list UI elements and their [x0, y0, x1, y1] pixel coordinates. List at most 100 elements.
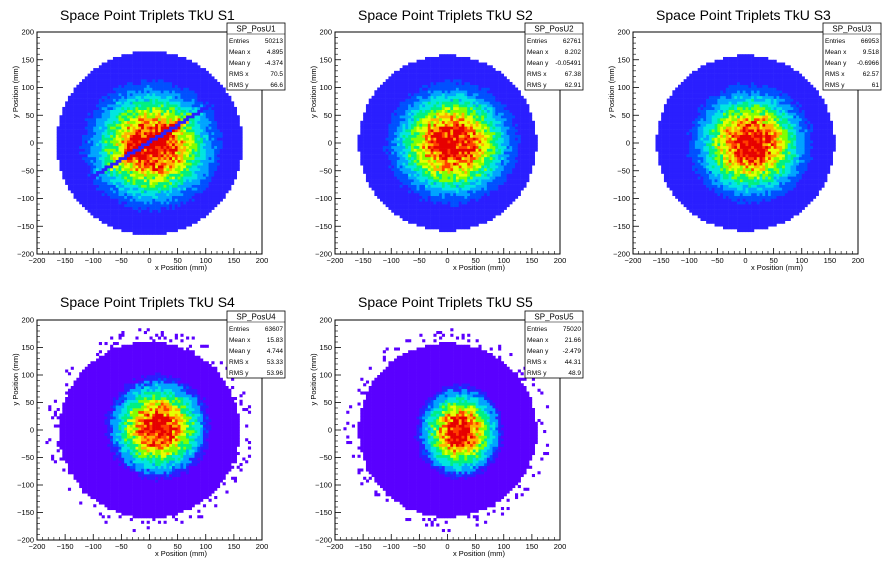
heatmap-cell: [178, 157, 181, 160]
heatmap-cell: [422, 90, 425, 93]
heatmap-cell: [383, 124, 386, 127]
heatmap-cell: [144, 140, 147, 143]
heatmap-cell: [172, 54, 175, 57]
heatmap-cell: [105, 185, 108, 188]
heatmap-cell: [419, 185, 422, 188]
heatmap-cell: [400, 154, 403, 157]
heatmap-cell: [200, 187, 203, 190]
heatmap-cell: [405, 199, 408, 202]
heatmap-cell: [419, 65, 422, 68]
heatmap-cell: [405, 165, 408, 168]
heatmap-cell: [417, 76, 420, 79]
heatmap-cell: [90, 99, 93, 102]
y-tick-label: −50: [21, 166, 34, 175]
heatmap-cell: [130, 226, 133, 229]
heatmap-cell: [377, 143, 380, 146]
heatmap-cell: [130, 140, 133, 143]
heatmap-cell: [408, 104, 411, 107]
heatmap-cell: [166, 118, 169, 121]
heatmap-cell: [135, 168, 138, 171]
heatmap-cell: [403, 190, 406, 193]
heatmap-cell: [195, 182, 198, 185]
heatmap-cell: [237, 146, 240, 149]
heatmap-cell: [150, 60, 153, 63]
heatmap-cell: [88, 137, 91, 140]
heatmap-cell: [431, 223, 434, 226]
heatmap-cell: [88, 96, 91, 99]
heatmap-cell: [88, 193, 91, 196]
heatmap-cell: [113, 182, 116, 185]
heatmap-cell: [135, 112, 138, 115]
heatmap-cell: [419, 160, 422, 163]
heatmap-cell: [417, 112, 420, 115]
heatmap-cell: [110, 118, 113, 121]
heatmap-cell: [234, 165, 237, 168]
heatmap-cell: [403, 154, 406, 157]
heatmap-cell: [189, 212, 192, 215]
heatmap-cell: [374, 193, 377, 196]
heatmap-cell: [141, 137, 144, 140]
heatmap-cell: [88, 93, 91, 96]
heatmap-cell: [400, 174, 403, 177]
heatmap-cell: [417, 179, 420, 182]
heatmap-cell: [152, 229, 155, 232]
heatmap-cell: [85, 137, 88, 140]
heatmap-cell: [197, 124, 200, 127]
heatmap-cell: [374, 126, 377, 129]
heatmap-cell: [141, 212, 144, 215]
heatmap-cell: [107, 201, 110, 204]
heatmap-cell: [425, 82, 428, 85]
heatmap-cell: [439, 79, 442, 82]
heatmap-cell: [127, 135, 130, 138]
heatmap-cell: [158, 88, 161, 91]
heatmap-cell: [391, 110, 394, 113]
heatmap-cell: [234, 135, 237, 138]
heatmap-cell: [57, 137, 60, 140]
heatmap-cell: [183, 85, 186, 88]
heatmap-cell: [180, 165, 183, 168]
heatmap-cell: [110, 154, 113, 157]
heatmap-cell: [217, 140, 220, 143]
heatmap-cell: [96, 110, 99, 113]
heatmap-cell: [82, 135, 85, 138]
heatmap-cell: [158, 201, 161, 204]
heatmap-cell: [178, 140, 181, 143]
heatmap-cell: [439, 104, 442, 107]
heatmap-cell: [428, 132, 431, 135]
heatmap-cell: [428, 93, 431, 96]
heatmap-cell: [150, 57, 153, 60]
heatmap-cell: [71, 171, 74, 174]
heatmap-cell: [377, 137, 380, 140]
heatmap-cell: [197, 90, 200, 93]
heatmap-cell: [189, 112, 192, 115]
heatmap-cell: [436, 110, 439, 113]
heatmap-cell: [414, 185, 417, 188]
heatmap-cell: [411, 157, 414, 160]
heatmap-cell: [175, 201, 178, 204]
heatmap-cell: [408, 76, 411, 79]
heatmap-cell: [105, 207, 108, 210]
heatmap-cell: [403, 132, 406, 135]
heatmap-cell: [195, 99, 198, 102]
heatmap-cell: [96, 207, 99, 210]
heatmap-cell: [431, 218, 434, 221]
heatmap-cell: [431, 140, 434, 143]
x-tick-label: 150: [228, 256, 241, 265]
heatmap-cell: [135, 171, 138, 174]
heatmap-cell: [408, 168, 411, 171]
heatmap-cell: [369, 157, 372, 160]
heatmap-cell: [127, 199, 130, 202]
heatmap-cell: [141, 218, 144, 221]
heatmap-cell: [169, 90, 172, 93]
heatmap-cell: [127, 210, 130, 213]
heatmap-cell: [209, 146, 212, 149]
heatmap-cell: [138, 162, 141, 165]
heatmap-cell: [192, 96, 195, 99]
heatmap-cell: [422, 201, 425, 204]
heatmap-cell: [197, 74, 200, 77]
heatmap-cell: [192, 82, 195, 85]
heatmap-cell: [183, 185, 186, 188]
heatmap-cell: [425, 115, 428, 118]
heatmap-cell: [102, 110, 105, 113]
heatmap-cell: [79, 196, 82, 199]
